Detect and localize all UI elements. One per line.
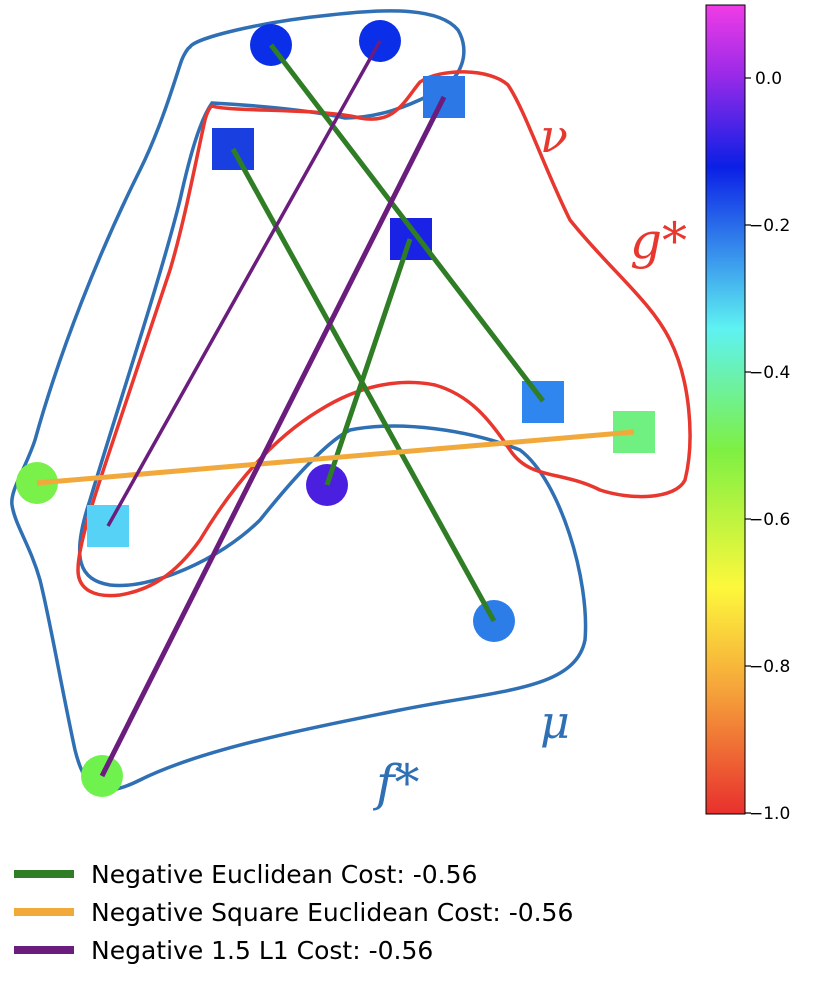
colorbar: 0.0 −0.2 −0.4 −0.6 −0.8 −1.0 [705, 4, 790, 824]
euclidean-line-3 [324, 238, 413, 486]
l1-line-2 [99, 95, 447, 778]
legend-item-l1: Negative 1.5 L1 Cost: -0.56 [14, 936, 433, 965]
g-star-label: g* [630, 212, 687, 270]
euclidean-line-2 [230, 147, 497, 623]
colorbar-tick-label-4: −0.6 [749, 510, 790, 530]
legend-label-euclidean: Negative Euclidean Cost: -0.56 [91, 860, 477, 889]
legend-label-l1: Negative 1.5 L1 Cost: -0.56 [91, 936, 433, 965]
l1-line-1 [106, 40, 382, 527]
colorbar-ticks: 0.0 −0.2 −0.4 −0.6 −0.8 −1.0 [745, 69, 790, 824]
colorbar-tick-label-6: −1.0 [749, 804, 790, 824]
euclidean-line-1 [269, 43, 545, 403]
nu-label: ν [540, 109, 568, 163]
mu-circles [16, 20, 515, 797]
l1-transport-lines [99, 40, 447, 778]
mu-region-outline [10, 9, 588, 792]
colorbar-gradient [705, 4, 746, 815]
nu-region-outline [76, 70, 692, 598]
f-star-label: f* [372, 754, 420, 812]
nu-square-4 [522, 381, 564, 423]
legend-label-square-euclidean: Negative Square Euclidean Cost: -0.56 [91, 898, 573, 927]
legend-item-euclidean: Negative Euclidean Cost: -0.56 [14, 860, 477, 889]
legend: Negative Euclidean Cost: -0.56 Negative … [14, 860, 573, 965]
colorbar-tick-label-5: −0.8 [749, 657, 790, 677]
mu-label: μ [540, 695, 570, 749]
nu-squares [87, 76, 655, 547]
colorbar-tick-label-1: 0.0 [755, 69, 782, 89]
euclidean-transport-lines [230, 43, 545, 623]
colorbar-tick-label-2: −0.2 [749, 216, 790, 236]
legend-item-square-euclidean: Negative Square Euclidean Cost: -0.56 [14, 898, 573, 927]
colorbar-tick-label-3: −0.4 [749, 363, 790, 383]
